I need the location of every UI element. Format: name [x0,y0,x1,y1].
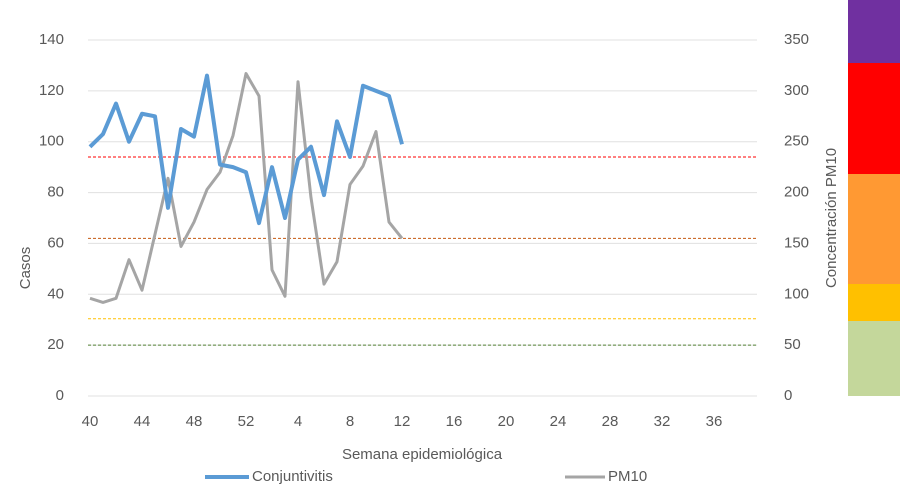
y-tick-label: 120 [39,82,64,99]
y-tick-label: 40 [47,285,64,302]
y-tick-label: 140 [39,31,64,48]
aqi-band [848,63,900,174]
y-tick-label: 80 [47,184,64,201]
legend-label: Conjuntivitis [252,468,333,485]
y-tick-label: 60 [47,234,64,251]
x-tick-label: 16 [446,413,463,430]
y2-tick-label: 200 [784,184,809,201]
y-tick-label: 100 [39,133,64,150]
y2-tick-label: 0 [784,387,792,404]
y2-axis-title: Concentración PM10 [823,148,840,288]
x-tick-label: 28 [602,413,619,430]
aqi-band [848,284,900,321]
x-tick-label: 4 [294,413,302,430]
x-tick-label: 52 [238,413,255,430]
x-tick-label: 36 [706,413,723,430]
x-axis-title: Semana epidemiológica [342,446,503,463]
y2-tick-label: 250 [784,133,809,150]
x-tick-label: 48 [186,413,203,430]
y2-tick-label: 50 [784,336,801,353]
legend-label: PM10 [608,468,647,485]
y-tick-label: 20 [47,336,64,353]
y2-tick-label: 150 [784,234,809,251]
x-tick-label: 24 [550,413,567,430]
y-axis-title: Casos [17,247,34,290]
x-tick-label: 32 [654,413,671,430]
x-tick-label: 40 [82,413,99,430]
y2-tick-label: 300 [784,82,809,99]
series-line [89,72,404,304]
y2-tick-label: 350 [784,31,809,48]
x-tick-label: 12 [394,413,411,430]
series-line [88,73,404,226]
y-tick-label: 0 [56,387,64,404]
x-tick-label: 20 [498,413,515,430]
aqi-band [848,174,900,284]
aqi-band [848,0,900,63]
y2-tick-label: 100 [784,285,809,302]
x-tick-label: 8 [346,413,354,430]
x-tick-label: 44 [134,413,151,430]
aqi-band [848,321,900,396]
